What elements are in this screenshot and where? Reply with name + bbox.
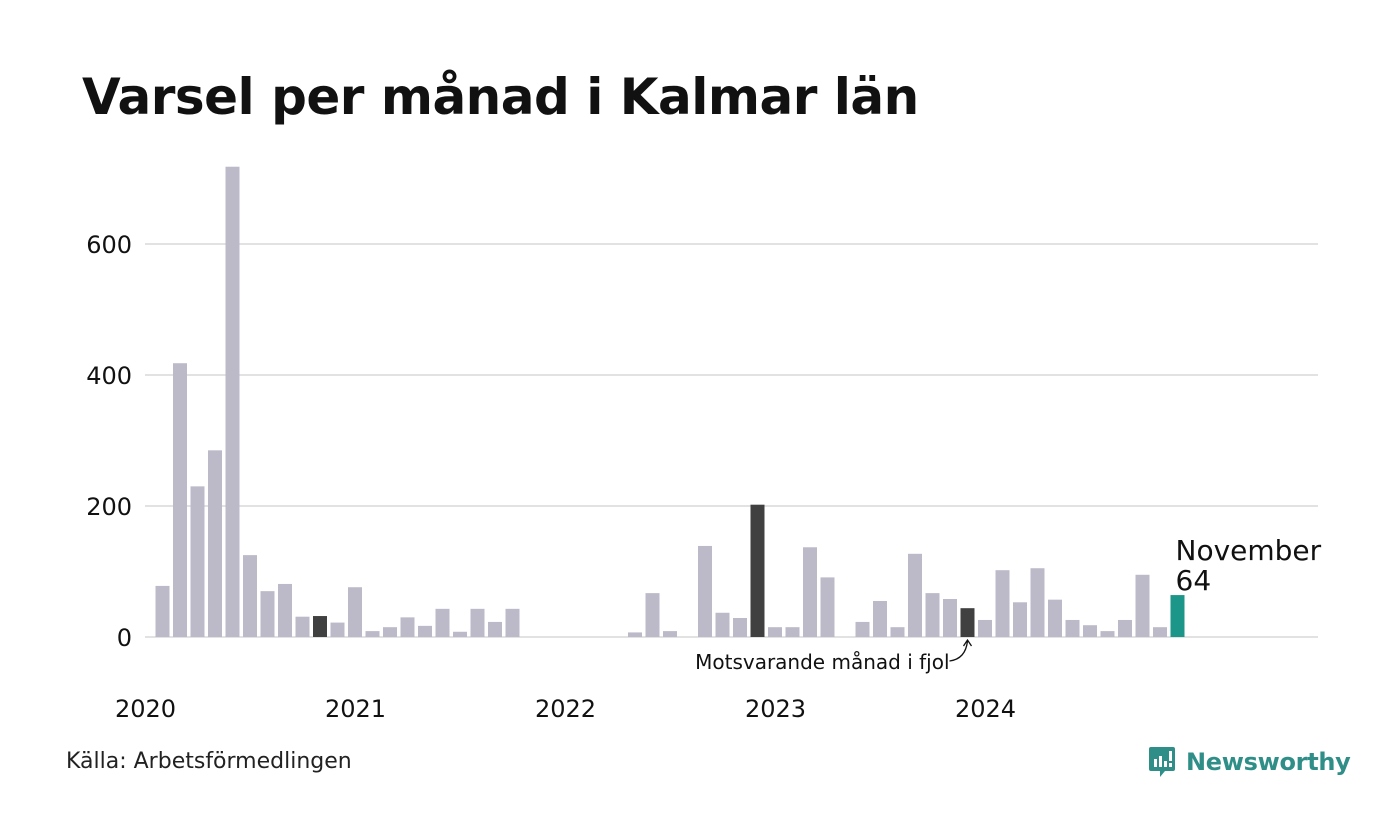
bar: [435, 608, 450, 637]
current-month-label: November: [1176, 534, 1322, 567]
bar: [208, 450, 222, 637]
bar: [803, 547, 817, 637]
bar: [190, 486, 205, 637]
x-tick-label: 2020: [115, 695, 176, 723]
x-tick-label: 2023: [745, 695, 806, 723]
bar: [470, 608, 485, 637]
chart-title: Varsel per månad i Kalmar län: [82, 68, 919, 126]
bar: [733, 618, 747, 637]
x-tick-label: 2022: [535, 695, 596, 723]
brand-name: Newsworthy: [1186, 748, 1351, 776]
bar: [750, 504, 765, 637]
bar: [890, 627, 905, 637]
bar: [1135, 574, 1150, 637]
y-tick-label: 200: [86, 493, 132, 521]
bar: [173, 363, 187, 637]
bar: [873, 600, 887, 637]
bar: [925, 593, 940, 637]
bar: [645, 593, 660, 637]
bar: [978, 619, 992, 637]
bar: [295, 616, 310, 637]
bar: [505, 608, 520, 637]
newsworthy-logo: Newsworthy: [1148, 744, 1351, 780]
y-axis-ticks: 0 200 400 600: [86, 231, 132, 652]
y-tick-label: 600: [86, 231, 132, 259]
annotation-arrow: [949, 640, 969, 662]
x-axis-ticks: 2020 2021 2022 2023 2024: [115, 695, 1016, 723]
bar: [1083, 625, 1097, 637]
bar: [768, 627, 782, 637]
bar: [663, 631, 677, 637]
annotation: Motsvarande månad i fjol: [695, 638, 973, 674]
bar: [1153, 627, 1167, 637]
bar: [995, 570, 1010, 637]
bar: [1170, 595, 1185, 637]
bar: [1048, 599, 1062, 637]
bar: [278, 583, 292, 637]
x-tick-label: 2024: [955, 695, 1016, 723]
bar: [908, 553, 922, 637]
bar: [1100, 631, 1115, 637]
bar: [365, 631, 380, 637]
bar: [330, 622, 345, 637]
bar: [628, 632, 642, 637]
bar: [1118, 619, 1132, 637]
y-tick-label: 400: [86, 362, 132, 390]
bar: [488, 621, 502, 637]
source-label: Källa: Arbetsförmedlingen: [66, 749, 352, 774]
bar: [260, 591, 275, 637]
bar: [715, 612, 730, 637]
bar: [383, 627, 397, 637]
bar: [1013, 602, 1027, 637]
bar: [943, 599, 957, 637]
x-tick-label: 2021: [325, 695, 386, 723]
y-tick-label: 0: [117, 624, 132, 652]
bars: [155, 166, 1185, 637]
bar: [243, 555, 257, 637]
bar: [155, 585, 170, 637]
bar: [698, 545, 712, 637]
bar: [453, 631, 467, 637]
bar: [1065, 619, 1080, 637]
bar: [225, 166, 240, 637]
annotation-text: Motsvarande månad i fjol: [695, 650, 949, 674]
newsworthy-logo-icon: [1149, 747, 1175, 777]
bar: [785, 627, 800, 637]
bar: [1030, 568, 1045, 637]
bar: [313, 616, 327, 637]
bar: [855, 621, 870, 637]
bar: [400, 617, 415, 637]
bar: [820, 577, 835, 637]
annotation-arrowhead: [962, 638, 973, 647]
current-value-text: 64: [1176, 564, 1212, 597]
bar: [960, 608, 975, 637]
bar: [418, 625, 432, 637]
bar: [348, 587, 362, 637]
